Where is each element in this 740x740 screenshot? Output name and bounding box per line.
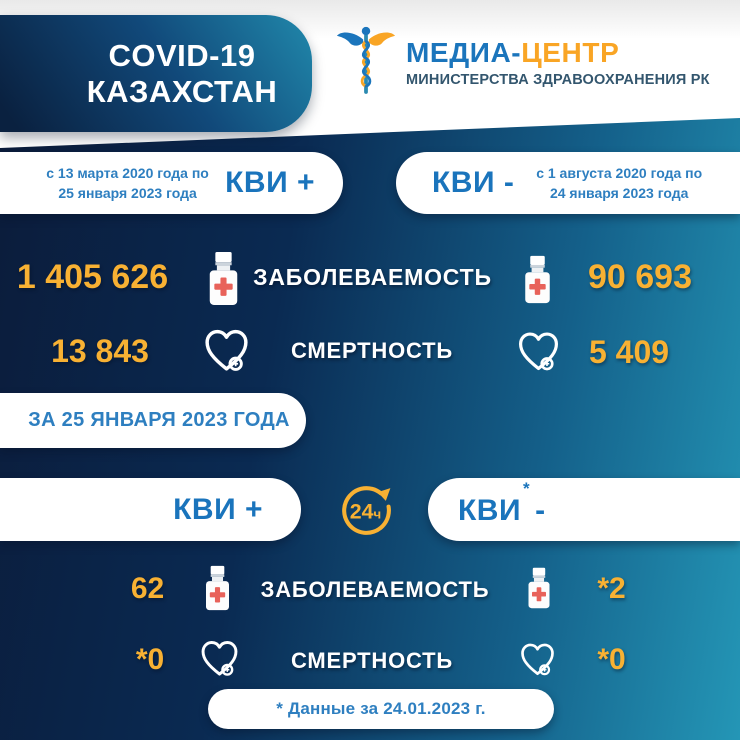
24h-clock-icon: 24ч <box>336 479 397 540</box>
daily-kvi-negative-dash: - <box>535 494 546 527</box>
kvi-positive-period-line2: 25 января 2023 года <box>58 185 197 201</box>
logo-title-media: МЕДИА- <box>406 36 522 68</box>
badge-line1: COVID-19 <box>108 37 256 73</box>
heart-stethoscope-icon <box>200 324 253 377</box>
caduceus-icon <box>336 22 396 102</box>
cumulative-mortality-negative-value: 5 409 <box>588 334 670 370</box>
cumulative-incidence-negative-value: 90 693 <box>588 258 692 296</box>
daily-incidence-label: ЗАБОЛЕВАЕМОСТЬ <box>260 577 490 602</box>
clock-value: 24 <box>350 500 374 524</box>
daily-mortality-label: СМЕРТНОСТЬ <box>290 648 453 673</box>
daily-kvi-positive-label: КВИ + <box>173 492 263 526</box>
medicine-bottle-icon <box>525 567 553 609</box>
badge-line2: КАЗАХСТАН <box>86 73 278 109</box>
cumulative-incidence-positive-value: 1 405 626 <box>16 258 169 296</box>
heart-stethoscope-icon <box>517 639 558 680</box>
daily-kvi-negative-base: КВИ <box>458 494 522 527</box>
kvi-negative-period-pill: КВИ - с 1 августа 2020 года по 24 января… <box>396 152 740 214</box>
logo-title-center: ЦЕНТР <box>521 36 620 68</box>
daily-date-banner: ЗА 25 ЯНВАРЯ 2023 ГОДА <box>0 393 306 448</box>
kvi-positive-period-pill: с 13 марта 2020 года по 25 января 2023 г… <box>0 152 343 214</box>
cumulative-mortality-label: СМЕРТНОСТЬ <box>290 338 453 363</box>
kvi-negative-period: с 1 августа 2020 года по 24 января 2023 … <box>514 163 740 204</box>
logo-title: МЕДИА-ЦЕНТР <box>406 37 710 69</box>
medicine-bottle-icon <box>205 251 242 306</box>
clock-unit: ч <box>374 507 382 522</box>
logo-text: МЕДИА-ЦЕНТР МИНИСТЕРСТВА ЗДРАВООХРАНЕНИЯ… <box>406 37 710 88</box>
logo-subtitle: МИНИСТЕРСТВА ЗДРАВООХРАНЕНИЯ РК <box>406 71 710 88</box>
cumulative-mortality-positive-value: 13 843 <box>51 333 149 369</box>
media-center-logo: МЕДИА-ЦЕНТР МИНИСТЕРСТВА ЗДРАВООХРАНЕНИЯ… <box>336 22 710 102</box>
kvi-negative-period-line2: 24 января 2023 года <box>549 185 689 201</box>
covid-kazakhstan-badge: COVID-19 КАЗАХСТАН <box>0 15 312 132</box>
svg-text:24ч: 24ч <box>350 500 381 524</box>
daily-incidence-positive-value: 62 <box>130 572 165 605</box>
kvi-positive-label: КВИ + <box>225 166 315 199</box>
daily-mortality-positive-value: *0 <box>135 643 165 676</box>
footnote-pill: * Данные за 24.01.2023 г. <box>208 689 554 729</box>
kvi-positive-period-line1: с 13 марта 2020 года по <box>46 164 209 181</box>
kvi-negative-period-line1: с 1 августа 2020 года по <box>536 164 703 181</box>
medicine-bottle-icon <box>202 565 233 611</box>
heart-stethoscope-icon <box>197 636 242 681</box>
daily-kvi-negative-label: КВИ*- <box>458 479 546 528</box>
daily-kvi-positive-pill: КВИ + <box>0 478 301 541</box>
daily-incidence-negative-value: *2 <box>597 572 626 605</box>
medicine-bottle-icon <box>521 255 554 304</box>
daily-mortality-negative-value: *0 <box>597 643 626 676</box>
cumulative-incidence-label: ЗАБОЛЕВАЕМОСТЬ <box>253 264 492 290</box>
kvi-negative-label: КВИ - <box>432 166 515 199</box>
daily-kvi-negative-pill: КВИ*- <box>428 478 740 541</box>
daily-kvi-negative-asterisk: * <box>523 479 531 498</box>
heart-stethoscope-icon <box>514 327 563 376</box>
kvi-positive-period: с 13 марта 2020 года по 25 января 2023 г… <box>0 163 225 204</box>
